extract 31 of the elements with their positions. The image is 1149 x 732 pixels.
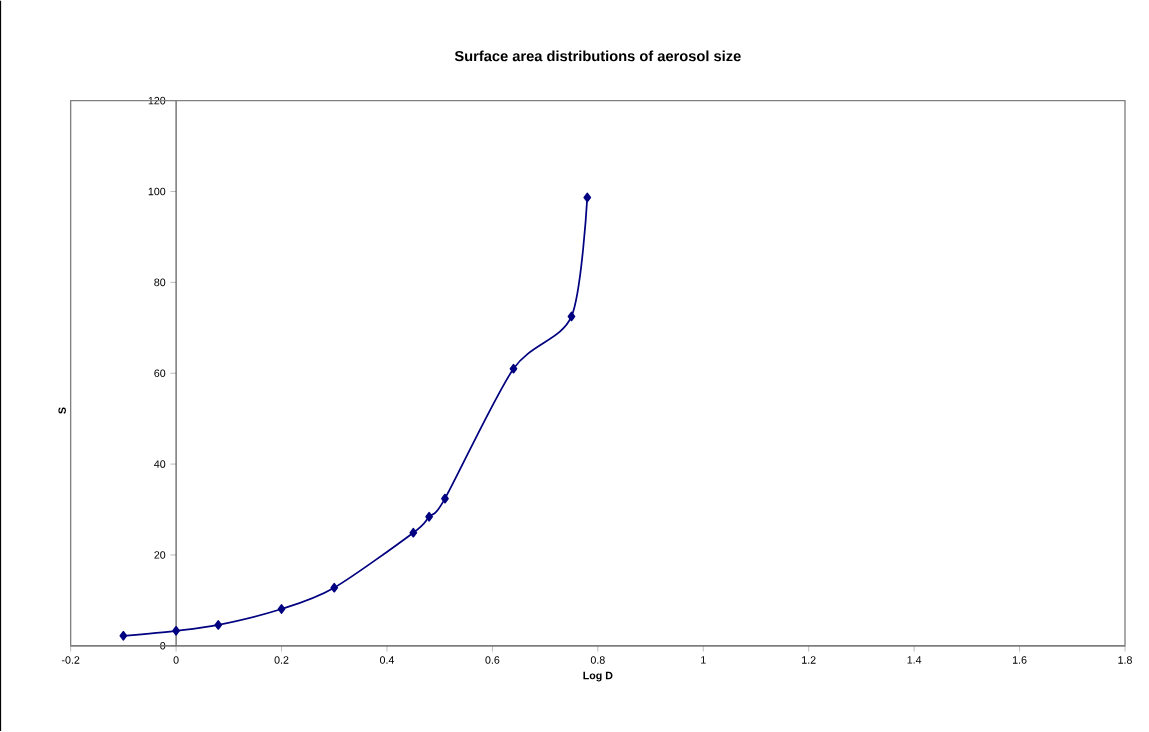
x-tick-label: -0.2 [61,656,80,664]
point [441,493,449,504]
y-tick-label: 0 [160,642,166,650]
point [567,311,576,322]
y-tick-label: 40 [154,460,166,468]
y-tick-label: 60 [154,369,166,378]
y-tick-label: 20 [154,551,166,559]
x-tick-label: 1.8 [1118,656,1132,664]
point [330,582,339,593]
x-tick-label: 1.4 [907,656,922,664]
x-tick-label: 0.2 [274,656,289,664]
x-tick-label: 1.2 [802,656,816,664]
point [425,512,433,522]
point [119,631,128,641]
x-axis-title: Log D [583,671,613,682]
point [583,192,592,203]
x-tick-label: 0.8 [590,656,605,664]
x-tick-label: 1.6 [1012,656,1027,664]
y-tick-label: 80 [154,278,166,287]
point [214,620,223,630]
y-axis-title: S [58,407,66,414]
x-tick-label: 0.4 [379,656,395,664]
point [277,604,286,614]
x-tick-label: 0.6 [485,656,500,664]
chart-title: Surface area distributions of aerosol size [454,50,741,62]
point [509,363,518,374]
point [172,626,180,636]
x-tick-label: 0 [173,656,179,664]
x-tick-label: 1 [701,656,706,664]
y-tick-label: 100 [148,187,166,196]
point [409,527,418,538]
